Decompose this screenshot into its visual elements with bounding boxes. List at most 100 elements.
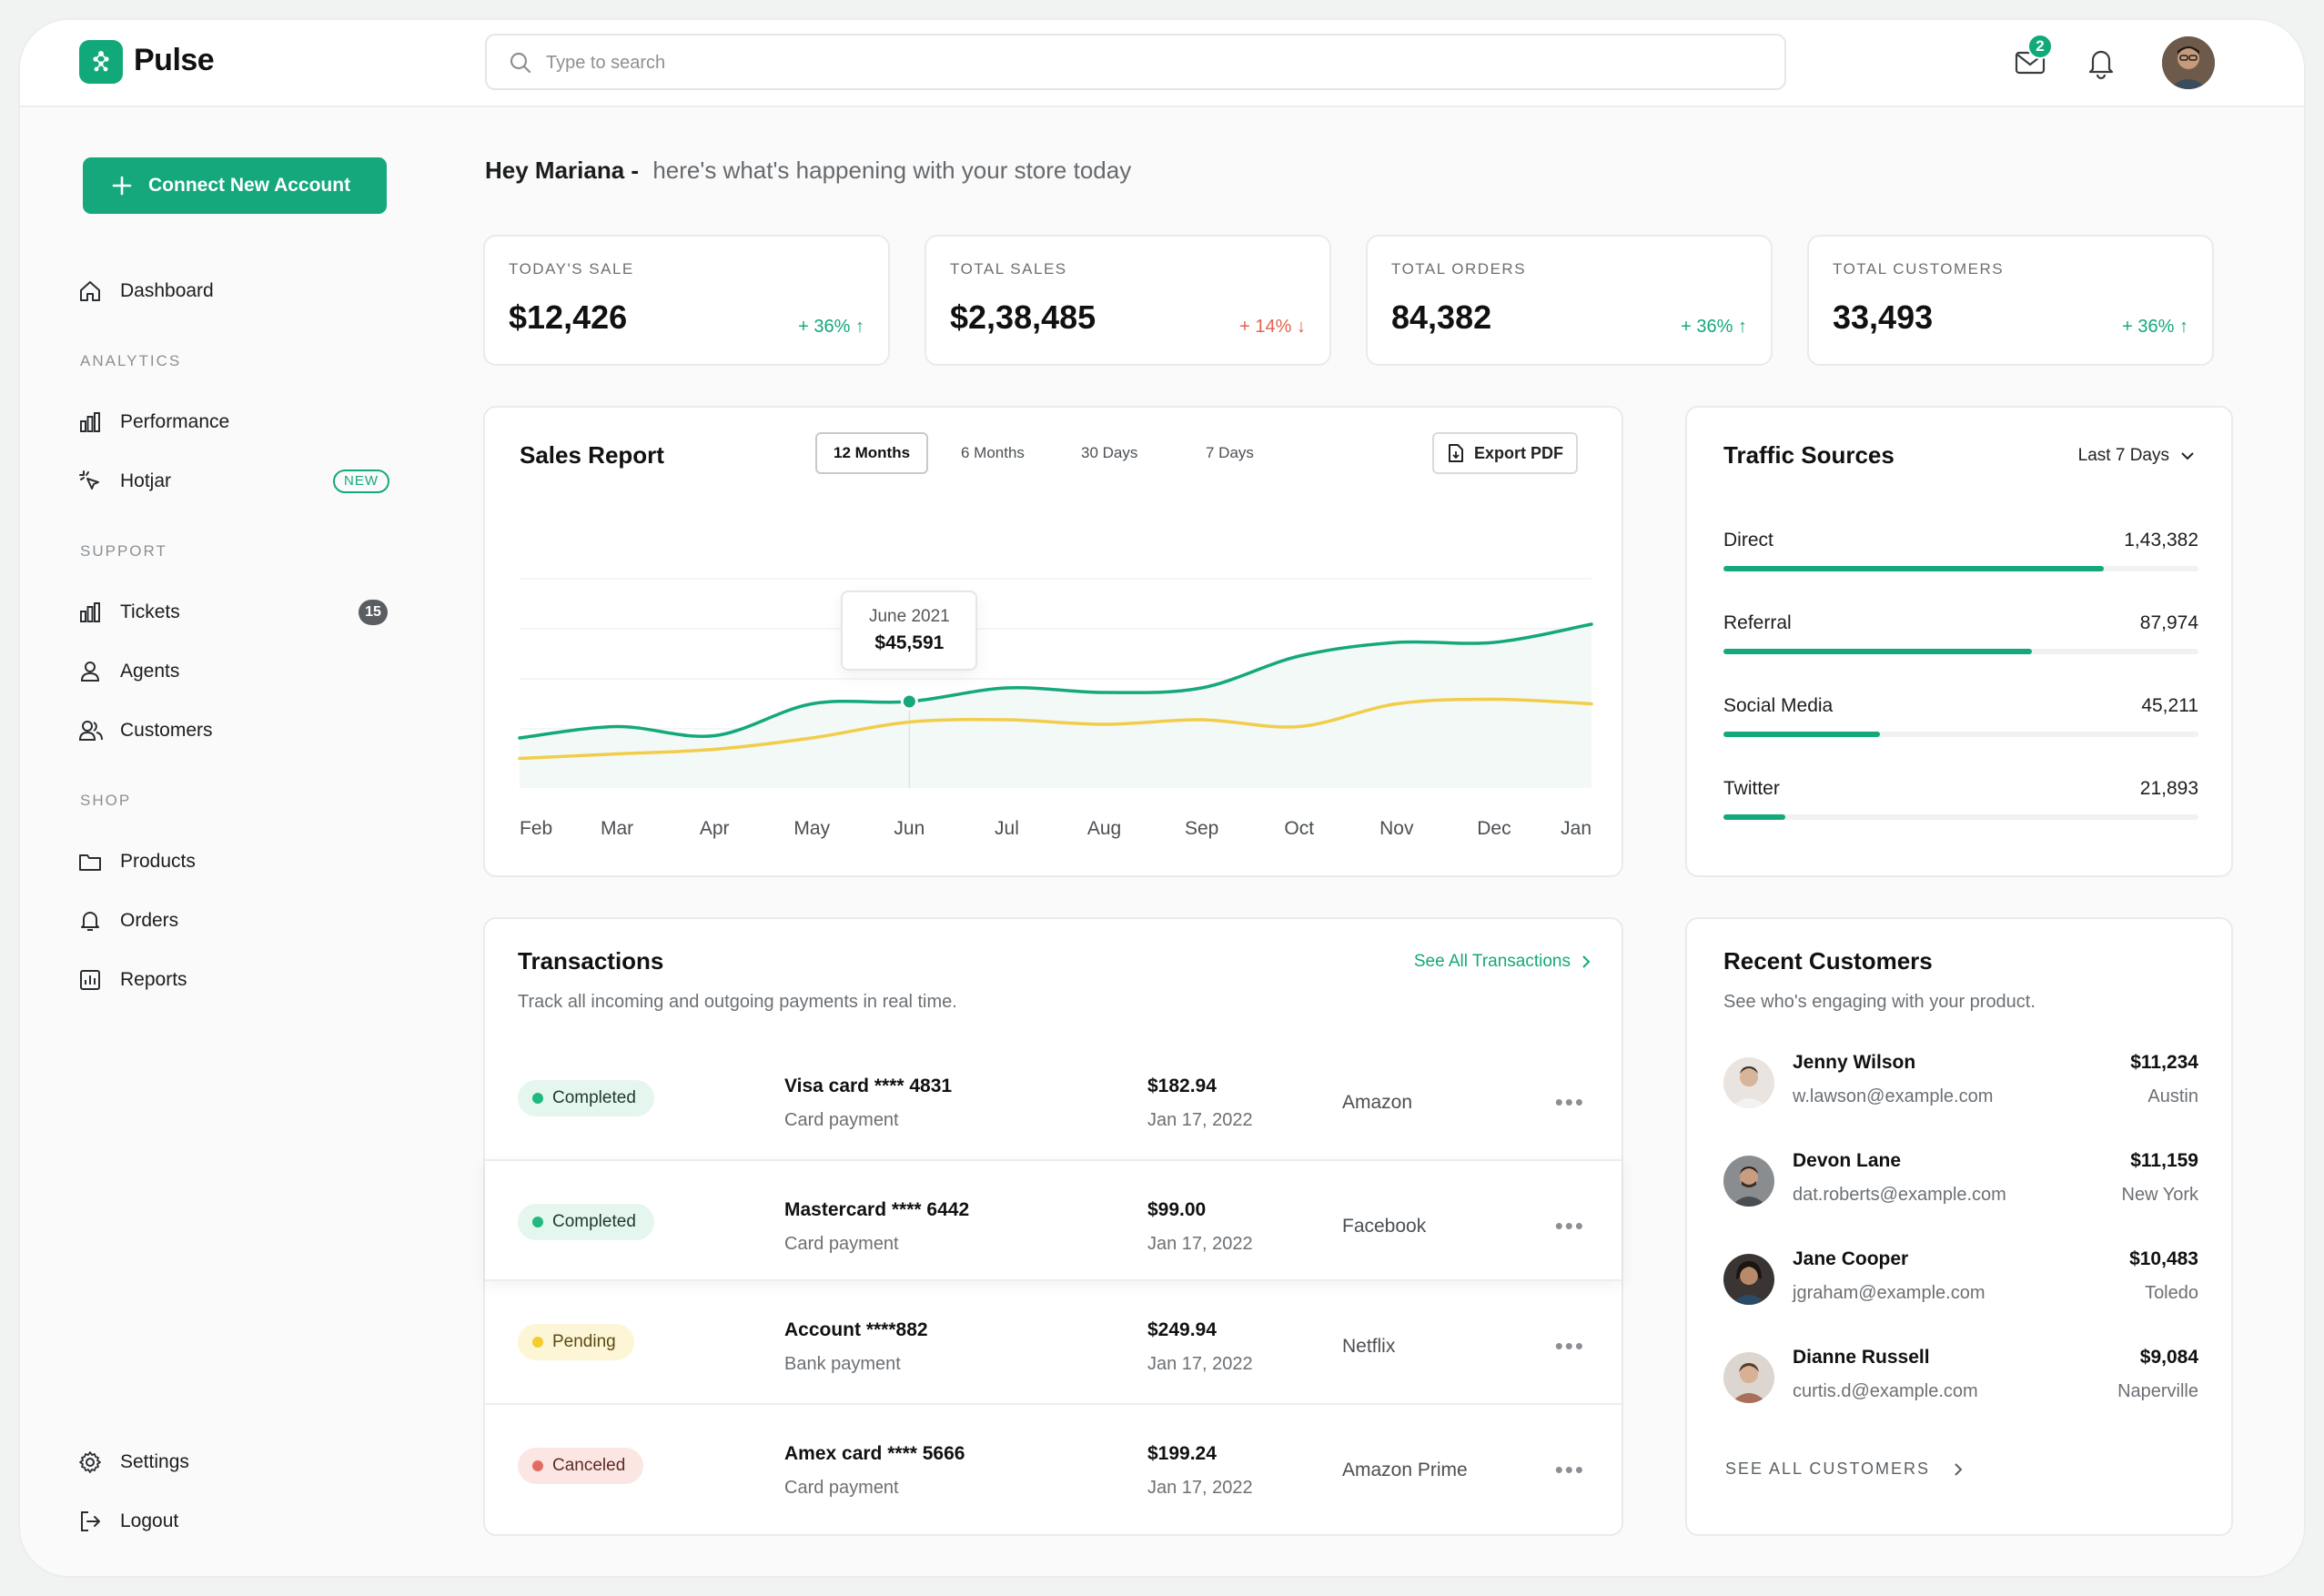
search-input[interactable] [546, 46, 1729, 79]
status-badge: Completed [518, 1080, 654, 1116]
transaction-row[interactable]: Completed Visa card **** 4831 Card payme… [485, 1037, 1622, 1159]
stat-change: + 36% ↑ [798, 317, 864, 337]
more-options-icon[interactable]: ••• [1554, 1456, 1585, 1483]
stat-card-todays-sale: TODAY'S SALE $12,426 + 36% ↑ [483, 235, 890, 366]
transaction-row[interactable]: Completed Mastercard **** 6442 Card paym… [485, 1159, 1622, 1281]
x-tick-label: Nov [1379, 818, 1414, 839]
range-dropdown[interactable]: Last 7 Days [2078, 446, 2195, 466]
nav-products[interactable]: Products [78, 842, 397, 882]
customer-city: New York [2121, 1185, 2199, 1205]
customer-row[interactable]: Devon Lane dat.roberts@example.com $11,1… [1723, 1150, 2198, 1223]
bell-icon[interactable] [2086, 44, 2126, 84]
nav-dashboard[interactable]: Dashboard [78, 271, 397, 311]
more-options-icon[interactable]: ••• [1554, 1088, 1585, 1116]
nav-reports[interactable]: Reports [78, 960, 397, 1000]
tx-type: Card payment [784, 1110, 899, 1130]
tx-date: Jan 17, 2022 [1147, 1354, 1253, 1374]
tx-name: Visa card **** 4831 [784, 1076, 953, 1096]
nav-hotjar[interactable]: Hotjar NEW [78, 461, 397, 501]
tx-merchant: Amazon [1342, 1092, 1413, 1113]
customer-name: Devon Lane [1793, 1150, 1902, 1171]
traffic-bar-fill [1723, 732, 1881, 737]
bar-chart-icon [78, 601, 120, 624]
nav-customers[interactable]: Customers [78, 711, 397, 751]
stat-value: $2,38,485 [950, 298, 1096, 336]
tx-type: Card payment [784, 1478, 899, 1498]
search-box[interactable] [485, 34, 1786, 90]
nav-label: Settings [120, 1451, 189, 1472]
see-all-customers-link[interactable]: SEE ALL CUSTOMERS [1725, 1460, 1963, 1479]
avatar [1723, 1352, 1774, 1403]
transaction-row[interactable]: Pending Account ****882 Bank payment $24… [485, 1281, 1622, 1403]
users-icon [78, 719, 120, 742]
x-tick-label: Feb [520, 818, 552, 839]
tx-type: Bank payment [784, 1354, 901, 1374]
sales-report-card: Sales Report 12 Months 6 Months 30 Days … [483, 406, 1623, 877]
bar-chart-icon [78, 410, 120, 434]
nav-logout[interactable]: Logout [78, 1501, 397, 1541]
user-avatar[interactable] [2162, 36, 2215, 89]
nav-orders[interactable]: Orders [78, 901, 397, 941]
series-line [518, 622, 1593, 740]
x-tick-label: Apr [700, 818, 730, 839]
customer-email: dat.roberts@example.com [1793, 1185, 2006, 1205]
tx-type: Card payment [784, 1234, 899, 1254]
see-all-label: See All Transactions [1413, 952, 1571, 971]
status-badge: Canceled [518, 1448, 644, 1484]
traffic-sources-card: Traffic Sources Last 7 Days Direct 1,43,… [1685, 406, 2233, 877]
customer-amount: $11,159 [2130, 1150, 2198, 1171]
tab-6-months[interactable]: 6 Months [961, 444, 1025, 461]
nav-performance[interactable]: Performance [78, 402, 397, 442]
avatar [1723, 1057, 1774, 1108]
customer-row[interactable]: Jenny Wilson w.lawson@example.com $11,23… [1723, 1052, 2198, 1125]
tab-30-days[interactable]: 30 Days [1081, 444, 1138, 461]
customer-name: Jane Cooper [1793, 1248, 1909, 1269]
x-tick-label: Sep [1185, 818, 1218, 839]
customer-email: jgraham@example.com [1793, 1283, 1986, 1303]
connect-new-account-button[interactable]: Connect New Account [83, 157, 387, 214]
customers-subtitle: See who's engaging with your product. [1723, 992, 2036, 1012]
export-pdf-button[interactable]: Export PDF [1431, 432, 1578, 474]
nav-label: Logout [120, 1510, 179, 1531]
x-tick-label: Mar [601, 818, 633, 839]
stat-label: TOTAL ORDERS [1391, 260, 1527, 278]
nav-label: Performance [120, 411, 230, 432]
traffic-bar-fill [1723, 649, 2033, 654]
transaction-row[interactable]: Canceled Amex card **** 5666 Card paymen… [485, 1403, 1622, 1525]
nav-agents[interactable]: Agents [78, 652, 397, 692]
traffic-value: 87,974 [2139, 612, 2198, 633]
customers-title: Recent Customers [1723, 947, 1933, 975]
tab-7-days[interactable]: 7 Days [1206, 444, 1254, 461]
customer-row[interactable]: Dianne Russell curtis.d@example.com $9,0… [1723, 1347, 2198, 1419]
customer-name: Dianne Russell [1793, 1347, 1930, 1368]
tab-12-months[interactable]: 12 Months [815, 432, 929, 474]
see-all-transactions-link[interactable]: See All Transactions [1414, 952, 1591, 972]
customer-row[interactable]: Jane Cooper jgraham@example.com $10,483 … [1723, 1248, 2198, 1321]
section-shop: SHOP [80, 792, 132, 809]
nav-label: Reports [120, 969, 187, 990]
traffic-row: Twitter 21,893 [1723, 778, 2198, 833]
traffic-label: Social Media [1723, 695, 1834, 716]
tx-name: Account ****882 [784, 1319, 928, 1340]
tx-date: Jan 17, 2022 [1147, 1110, 1253, 1130]
greeting-name: Hey Mariana - [485, 157, 640, 184]
chevron-down-icon [2180, 451, 2195, 460]
section-analytics: ANALYTICS [80, 352, 182, 369]
more-options-icon[interactable]: ••• [1554, 1332, 1585, 1359]
cursor-click-icon [78, 470, 120, 493]
nav-settings[interactable]: Settings [78, 1442, 397, 1482]
pulse-logo-icon[interactable] [79, 40, 123, 84]
highlight-point[interactable] [900, 692, 918, 711]
customer-amount: $9,084 [2139, 1347, 2198, 1368]
customer-amount: $11,234 [2130, 1052, 2198, 1073]
new-badge: NEW [333, 470, 389, 493]
customer-name: Jenny Wilson [1793, 1052, 1916, 1073]
nav-tickets[interactable]: Tickets 15 [78, 592, 397, 632]
x-tick-label: Jan [1561, 818, 1591, 839]
more-options-icon[interactable]: ••• [1554, 1212, 1585, 1239]
tooltip-value: $45,591 [874, 632, 945, 653]
nav-label: Agents [120, 661, 180, 682]
traffic-row: Social Media 45,211 [1723, 695, 2198, 750]
see-all-label: SEE ALL CUSTOMERS [1725, 1460, 1931, 1478]
plus-icon [112, 176, 132, 196]
